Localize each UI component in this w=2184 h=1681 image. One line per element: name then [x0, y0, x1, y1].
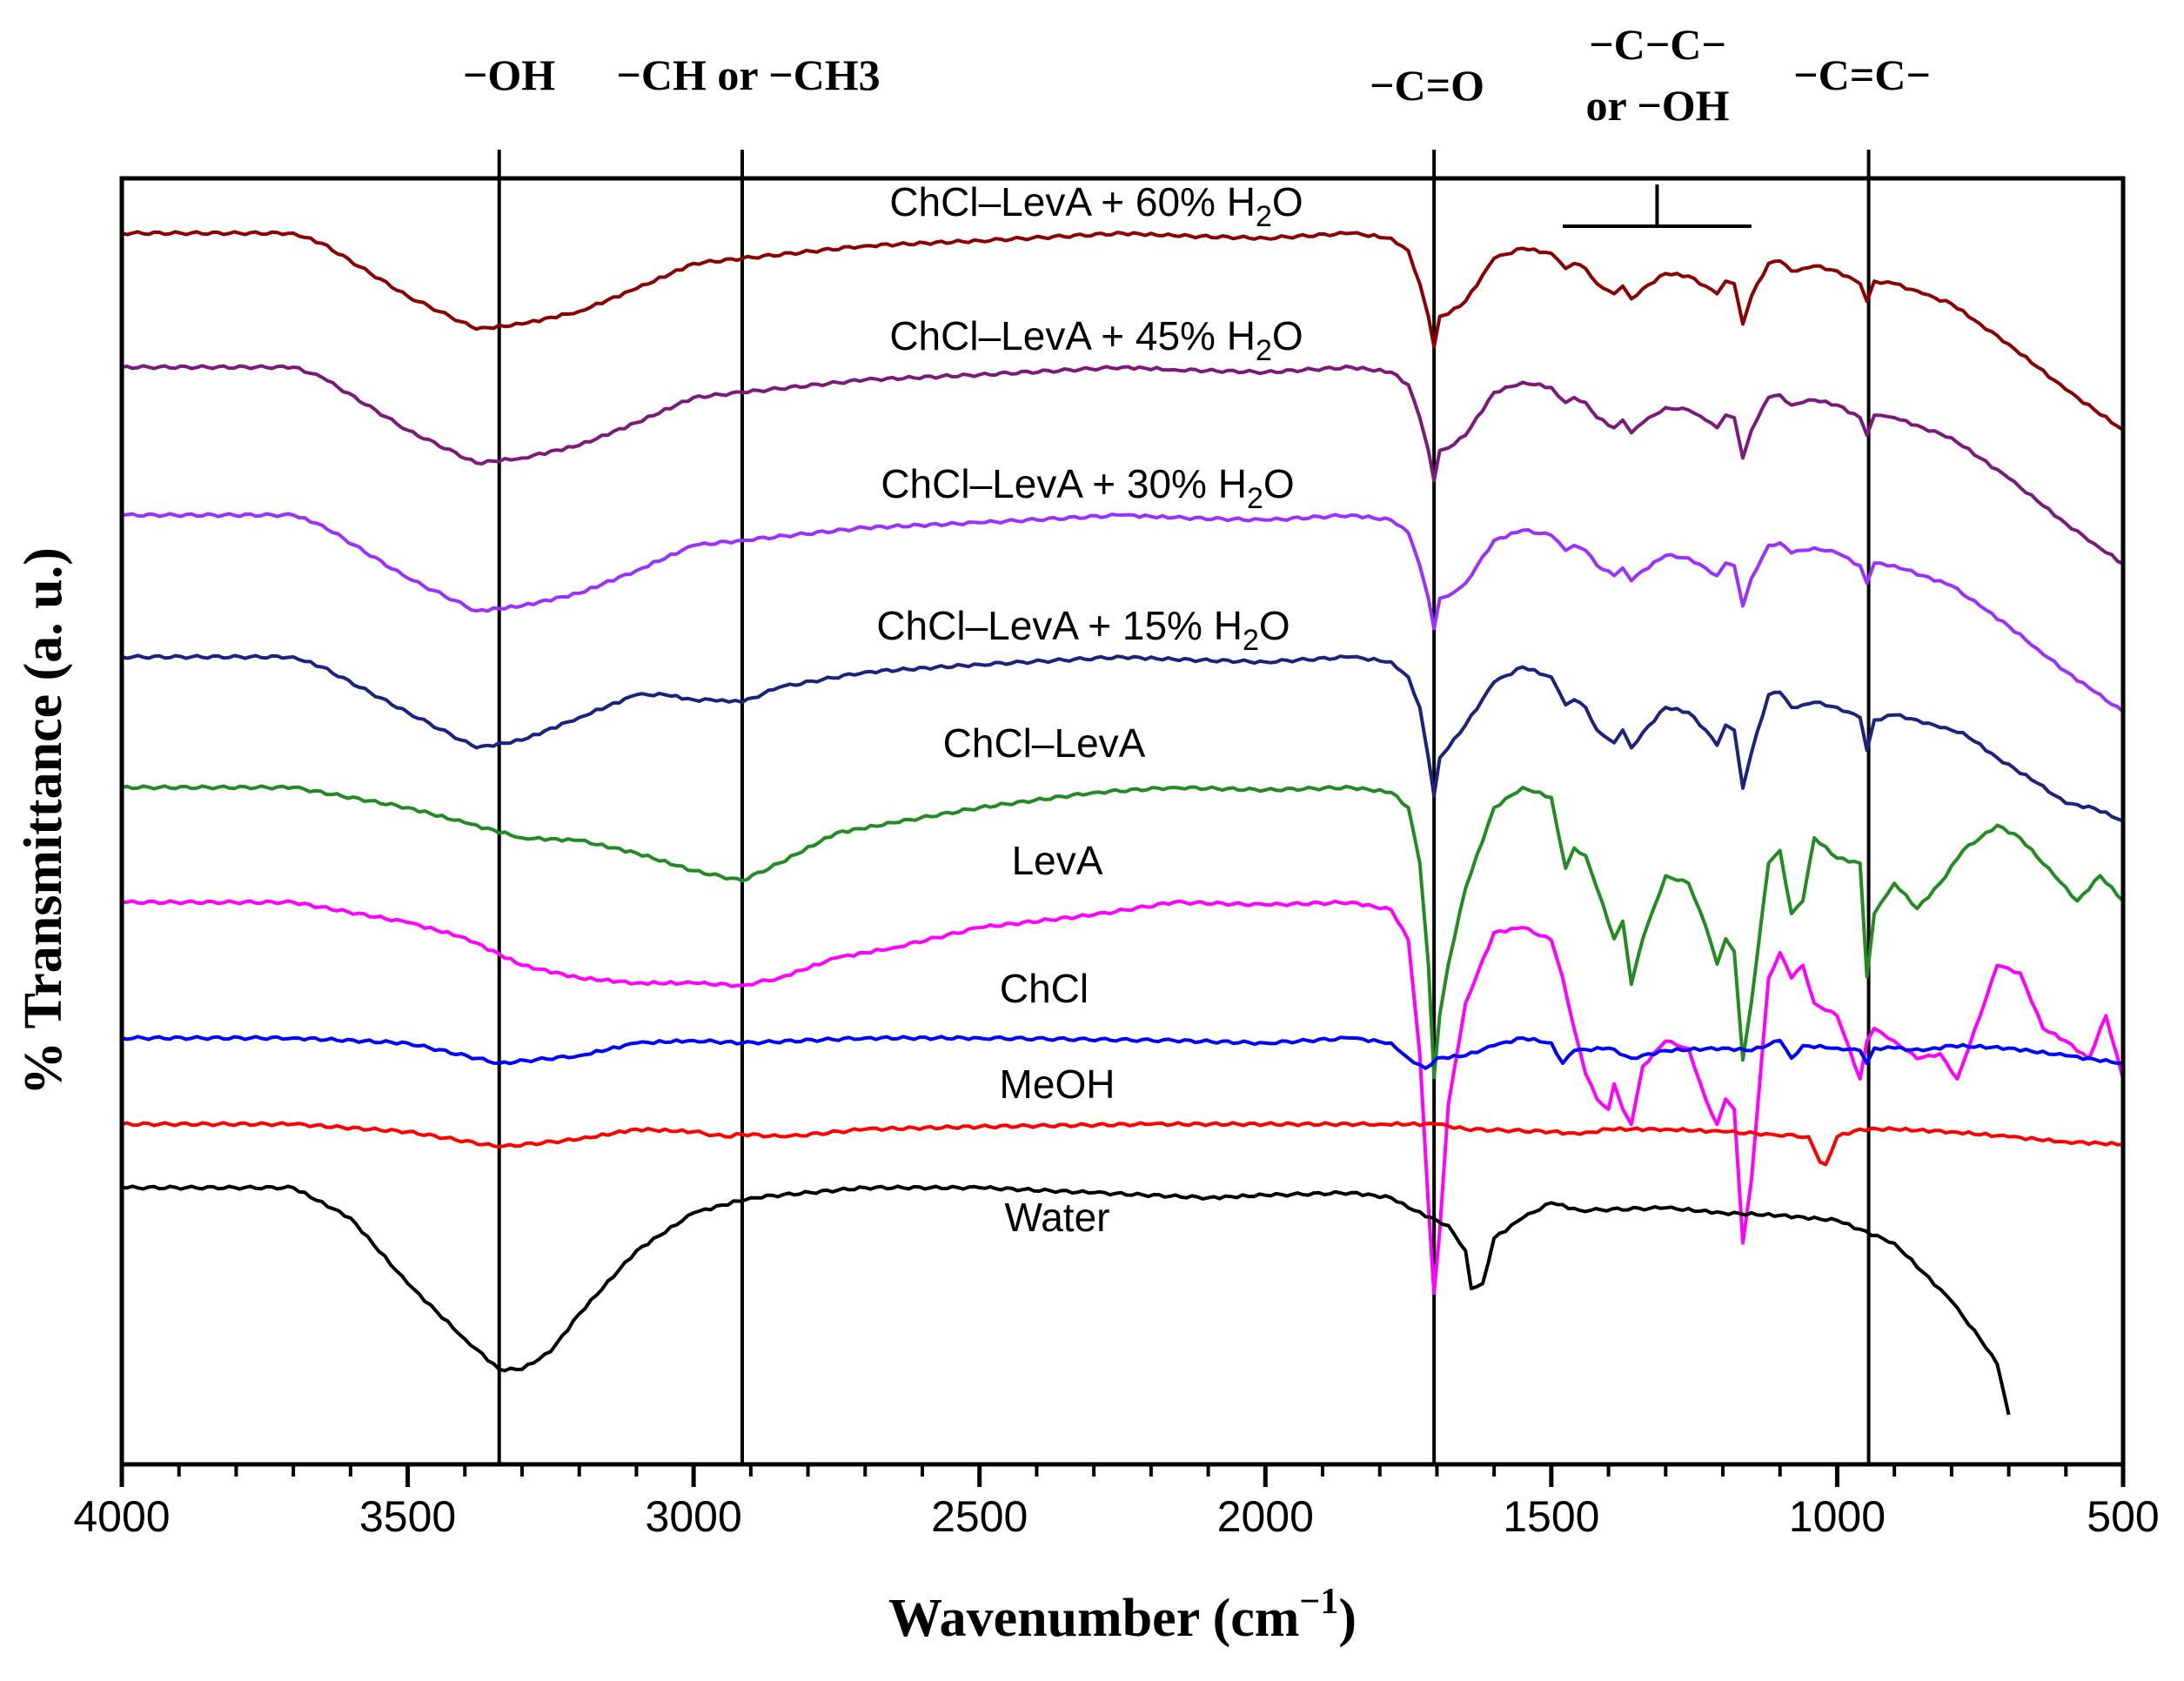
- band-label-oh: −OH: [463, 50, 555, 99]
- x-tick-label-4000: 4000: [73, 1492, 170, 1541]
- band-labels: −OH −CH or −CH3 −C=O −C=C− −C−C− or −OH: [463, 20, 1931, 130]
- band-label-c-c: −C=C−: [1793, 50, 1931, 99]
- x-tick-label-2500: 2500: [931, 1492, 1028, 1541]
- plot-area-frame: [119, 176, 2126, 1467]
- y-axis-title: % Transmittance (a. u.): [14, 547, 73, 1095]
- series-label-meoh: MeOH: [1000, 1062, 1115, 1107]
- series-label-leva: LevA: [1012, 838, 1103, 883]
- series-line-meoh: [121, 1121, 2124, 1167]
- band-range-label-line1: −C−C−: [1589, 20, 1726, 69]
- series-label-chcl-leva-45-h2o: ChCl–LevA + 45% H2O: [889, 313, 1303, 367]
- series-line-leva: [121, 899, 2125, 1296]
- series-label-chcl-leva-15-h2o: ChCl–LevA + 15% H2O: [876, 603, 1290, 657]
- series-label-chcl-leva-60-h2o: ChCl–LevA + 60% H2O: [889, 179, 1303, 233]
- x-axis-ticks: [119, 1464, 2126, 1487]
- series-line-water: [121, 1184, 2011, 1416]
- x-tick-label-2000: 2000: [1217, 1492, 1314, 1541]
- x-tick-label-1500: 1500: [1503, 1492, 1599, 1541]
- series-line-chcl-leva-15-h2o: [121, 653, 2124, 823]
- series-label-chcl: ChCl: [1000, 966, 1089, 1011]
- series-labels: ChCl–LevA + 60% H2O ChCl–LevA + 45% H2O Ch…: [876, 179, 1303, 1240]
- x-axis-title: Wavenumber (cm−1): [888, 1582, 1357, 1648]
- series-lines: [121, 230, 2125, 1416]
- band-label-c-o: −C=O: [1370, 61, 1484, 110]
- series-line-chcl-leva: [121, 784, 2125, 1080]
- series-label-chcl-leva-30-h2o: ChCl–LevA + 30% H2O: [881, 461, 1294, 515]
- series-label-chcl-leva: ChCl–LevA: [943, 720, 1146, 766]
- band-label-ch-or-ch3: −CH or −CH3: [616, 50, 880, 99]
- band-marker-lines: [497, 150, 1871, 1464]
- series-line-chcl-leva-45-h2o: [121, 364, 2124, 566]
- series-line-chcl-leva-30-h2o: [121, 512, 2125, 713]
- band-range-label-line2: or −OH: [1585, 81, 1729, 130]
- series-line-chcl-leva-60-h2o: [121, 230, 2125, 432]
- x-tick-label-3500: 3500: [359, 1492, 456, 1541]
- x-tick-label-500: 500: [2087, 1492, 2159, 1541]
- x-axis-tick-labels: 4000 3500 3000 2500 2000 1500 1000 500: [73, 1492, 2159, 1541]
- x-tick-label-3000: 3000: [646, 1492, 742, 1541]
- series-line-chcl: [121, 1035, 2123, 1070]
- x-tick-label-1000: 1000: [1789, 1492, 1886, 1541]
- series-label-water: Water: [1005, 1195, 1110, 1240]
